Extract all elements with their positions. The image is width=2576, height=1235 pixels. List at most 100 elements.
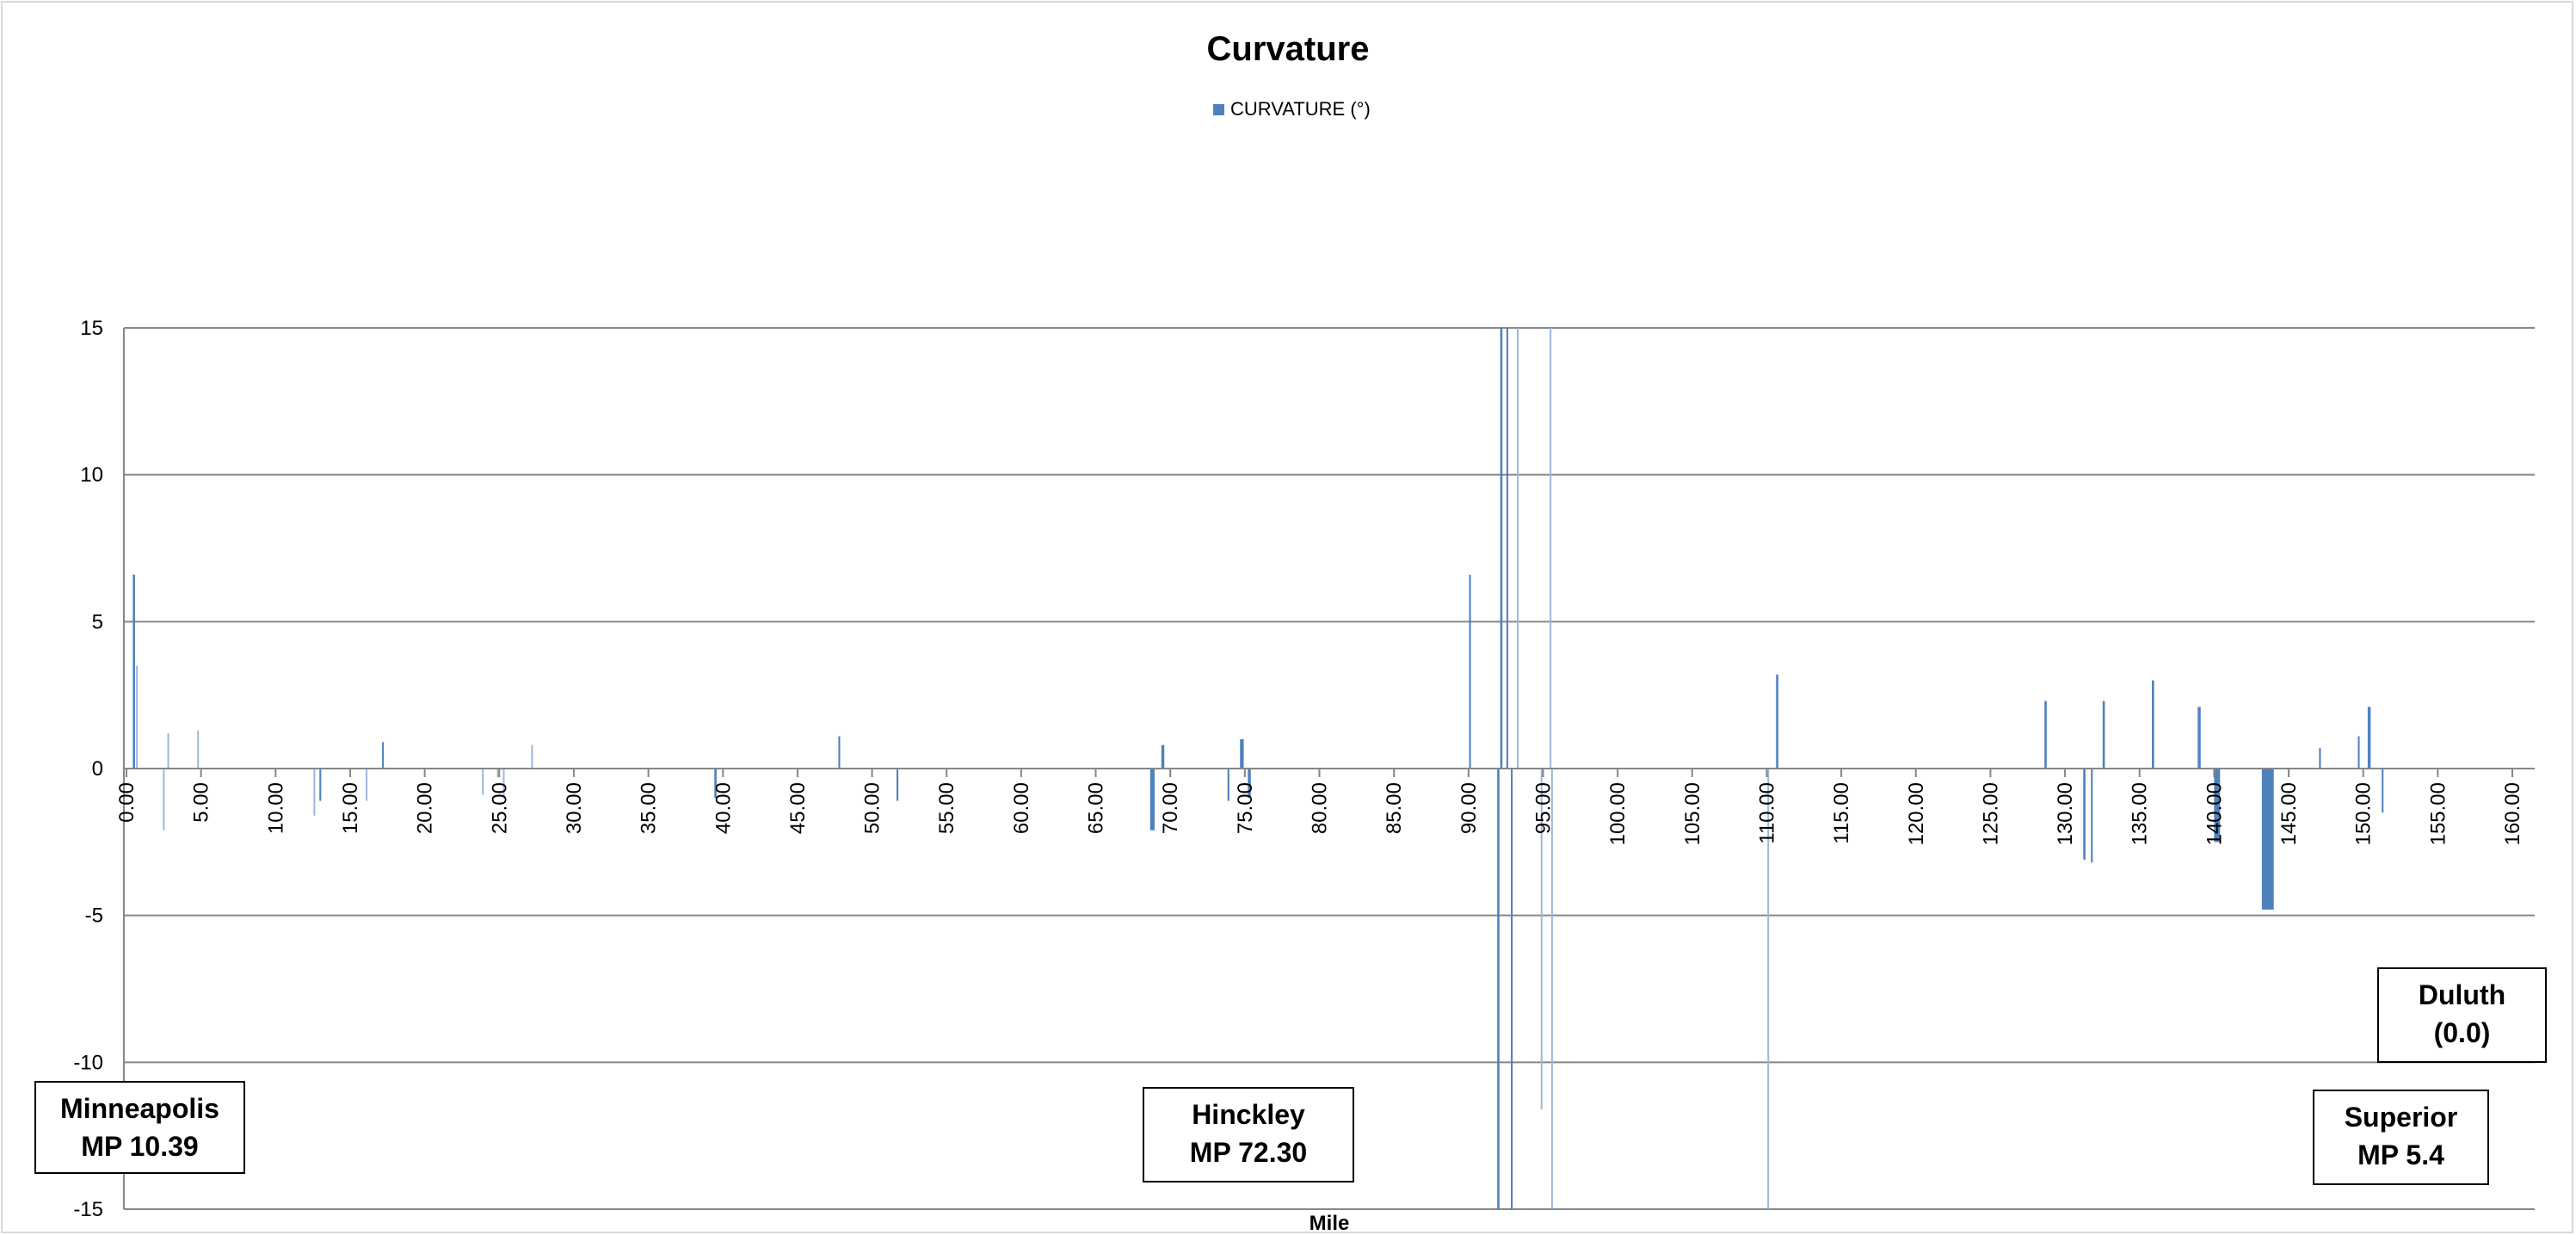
bar-30 xyxy=(1767,769,1770,1209)
x-tick-label: 45.00 xyxy=(786,782,810,834)
bar-23 xyxy=(1500,328,1503,769)
x-tick-label: 160.00 xyxy=(2501,782,2524,845)
x-tick-label: 80.00 xyxy=(1309,782,1332,834)
bar-34 xyxy=(2091,769,2093,863)
x-tick-label: 155.00 xyxy=(2426,782,2450,845)
legend-label: CURVATURE (°) xyxy=(1230,98,1371,120)
y-tick-label: -15 xyxy=(73,1198,103,1221)
bar-15 xyxy=(896,769,899,801)
annotation-duluth-mp: (0.0) xyxy=(2433,1017,2491,1048)
annotation-hinckley-name: Hinckley xyxy=(1192,1099,1305,1130)
bar-37 xyxy=(2197,707,2201,769)
x-tick-label: 30.00 xyxy=(563,782,586,834)
bar-43 xyxy=(2382,769,2384,813)
bar-20 xyxy=(1248,769,1251,799)
y-tick-label: 0 xyxy=(92,757,103,781)
x-tick-label: 40.00 xyxy=(712,782,735,834)
x-tick-label: 90.00 xyxy=(1457,782,1481,834)
y-tick-label: 5 xyxy=(92,610,103,633)
x-tick-label: 150.00 xyxy=(2352,782,2376,845)
x-tick-label: 20.00 xyxy=(414,782,437,834)
x-tick-label: 70.00 xyxy=(1159,782,1182,834)
annotation-duluth: Duluth (0.0) xyxy=(2377,967,2547,1063)
bar-8 xyxy=(382,742,385,769)
y-tick-label: 15 xyxy=(80,317,103,340)
y-tick-label: -5 xyxy=(85,905,103,928)
x-tick-label: 0.00 xyxy=(115,782,139,823)
x-tick-label: 110.00 xyxy=(1755,782,1778,844)
x-axis-title: Mile xyxy=(1310,1212,1350,1235)
x-tick-label: 65.00 xyxy=(1085,782,1108,834)
bar-38 xyxy=(2214,769,2221,843)
x-tick-label: 130.00 xyxy=(2054,782,2077,845)
bar-41 xyxy=(2357,736,2360,769)
bar-42 xyxy=(2367,707,2371,769)
bar-21 xyxy=(1469,574,1471,769)
chart-title: Curvature xyxy=(1207,30,1370,68)
x-tick-label: 125.00 xyxy=(1979,782,2002,845)
x-tick-label: 5.00 xyxy=(190,782,213,823)
bar-5 xyxy=(313,769,316,816)
annotation-hinckley: Hinckley MP 72.30 xyxy=(1143,1087,1354,1183)
x-tick-label: 75.00 xyxy=(1234,782,1257,834)
x-tick-label: 35.00 xyxy=(638,782,661,834)
x-tick-label: 145.00 xyxy=(2277,782,2301,845)
annotation-superior-name: Superior xyxy=(2344,1102,2458,1133)
bar-2 xyxy=(163,769,165,831)
x-tick-label: 60.00 xyxy=(1010,782,1033,834)
annotation-hinckley-mp: MP 72.30 xyxy=(1189,1137,1308,1168)
annotation-superior-mp: MP 5.4 xyxy=(2357,1139,2444,1170)
x-tick-label: 120.00 xyxy=(1905,782,1928,845)
bar-16 xyxy=(1149,769,1155,831)
bar-31 xyxy=(1776,674,1778,769)
bar-28 xyxy=(1550,328,1552,769)
bar-19 xyxy=(1240,738,1244,769)
bar-29 xyxy=(1550,769,1553,1209)
bar-22 xyxy=(1497,769,1500,1209)
bar-35 xyxy=(2102,701,2105,769)
bar-1 xyxy=(136,665,139,769)
x-tick-label: 100.00 xyxy=(1606,782,1630,845)
bar-3 xyxy=(167,733,169,769)
bar-12 xyxy=(531,744,533,769)
y-tick-label: 10 xyxy=(80,464,103,487)
y-tick-label: -10 xyxy=(73,1051,103,1074)
x-tick-label: 115.00 xyxy=(1830,782,1853,844)
bar-32 xyxy=(2044,701,2047,769)
x-tick-label: 85.00 xyxy=(1383,782,1406,834)
annotation-superior: Superior MP 5.4 xyxy=(2313,1090,2489,1185)
x-tick-label: 105.00 xyxy=(1681,782,1704,845)
bar-18 xyxy=(1227,769,1229,801)
bar-13 xyxy=(714,769,717,799)
x-tick-label: 10.00 xyxy=(264,782,287,834)
x-tick-label: 135.00 xyxy=(2129,782,2152,845)
bar-7 xyxy=(366,769,368,801)
bar-36 xyxy=(2152,680,2154,769)
x-tick-label: 25.00 xyxy=(488,782,511,834)
bar-26 xyxy=(1517,328,1519,769)
bar-4 xyxy=(197,730,200,769)
legend-swatch xyxy=(1213,104,1224,115)
bar-40 xyxy=(2319,748,2321,769)
annotation-minneapolis-mp: MP 10.39 xyxy=(81,1131,199,1162)
bar-33 xyxy=(2083,769,2086,860)
bar-11 xyxy=(502,769,505,799)
bar-27 xyxy=(1540,769,1543,1109)
x-tick-label: 140.00 xyxy=(2203,782,2226,845)
bar-10 xyxy=(496,769,499,778)
bar-14 xyxy=(838,736,841,769)
x-tick-label: 50.00 xyxy=(861,782,884,834)
bar-24 xyxy=(1506,328,1508,769)
bar-0 xyxy=(132,574,135,769)
x-tick-label: 95.00 xyxy=(1531,782,1555,834)
bar-17 xyxy=(1161,744,1165,769)
bar-39 xyxy=(2261,769,2274,910)
bar-6 xyxy=(319,769,322,801)
annotation-minneapolis-name: Minneapolis xyxy=(60,1093,219,1124)
x-tick-label: 55.00 xyxy=(935,782,958,834)
x-tick-label: 15.00 xyxy=(339,782,362,834)
bar-9 xyxy=(482,769,484,795)
